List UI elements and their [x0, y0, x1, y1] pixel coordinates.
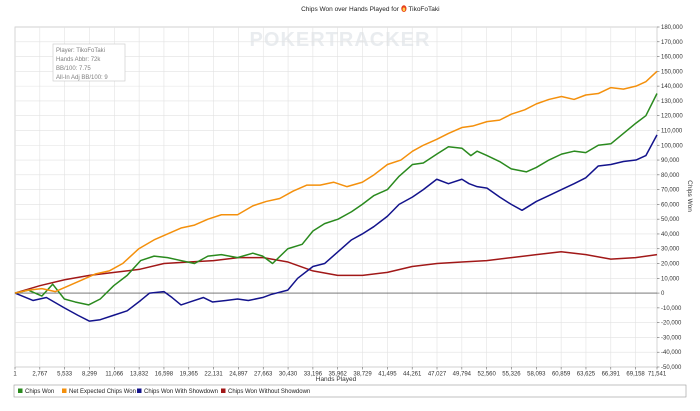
x-gridlines	[14, 27, 658, 367]
y-tick-label: 120,000	[661, 114, 683, 120]
info-allin-bb100: All-In Adj BB/100: 9	[56, 75, 108, 81]
y-tick-label: 70,000	[661, 188, 680, 194]
y-tick-label: 50,000	[661, 217, 680, 223]
chart-title: Chips Won over Hands Played for	[301, 6, 400, 13]
x-tick-label: 24,897	[229, 372, 248, 378]
y-tick-label: -50,000	[661, 365, 682, 371]
y-tick-label: 40,000	[661, 232, 680, 238]
x-tick-label: 55,326	[502, 372, 521, 378]
x-tick-label: 44,261	[403, 372, 422, 378]
stats-info-box: Player: TikoFoTaki Hands Abbr: 72k BB/10…	[52, 43, 126, 82]
y-tick-label: -20,000	[661, 321, 682, 327]
legend-frame	[13, 384, 687, 398]
legend-label-chips-won-with-showdown: Chips Won With Showdown	[144, 389, 218, 395]
x-tick-label: 63,625	[577, 372, 596, 378]
x-tick-label: 2,767	[32, 372, 48, 378]
info-player: Player: TikoFoTaki	[56, 48, 105, 54]
y-tick-label: 100,000	[661, 143, 683, 149]
x-tick-label: 71,541	[648, 372, 667, 378]
y-tick-label: 60,000	[661, 202, 680, 208]
x-tick-label: 27,663	[254, 372, 273, 378]
series-line-chips-won-with-showdown	[14, 134, 658, 322]
x-tick-label: 16,598	[155, 372, 174, 378]
info-hands: Hands Abbr: 72k	[56, 57, 101, 63]
legend: Chips Won Net Expected Chips Won Chips Won…	[18, 388, 310, 395]
legend-swatch-chips-won	[18, 388, 23, 393]
y-tick-label: -30,000	[661, 335, 682, 341]
x-tick-label: 8,299	[82, 372, 98, 378]
x-tick-label: 11,066	[105, 372, 124, 378]
legend-label-chips-won: Chips Won	[25, 389, 54, 395]
x-tick-label: 52,560	[477, 372, 496, 378]
x-tick-label: 58,093	[527, 372, 546, 378]
x-tick-label: 41,495	[378, 372, 397, 378]
x-tick-label: 69,158	[626, 372, 645, 378]
y-tick-label: 20,000	[661, 262, 680, 268]
x-tick-label: 35,962	[329, 372, 348, 378]
series-line-chips-won	[14, 93, 658, 306]
y-tick-label: 150,000	[661, 69, 683, 75]
y-tick-label: 160,000	[661, 55, 683, 61]
y-tick-label: 10,000	[661, 276, 680, 282]
series-line-net-expected-chips-won	[14, 70, 658, 294]
title-text: Chips Won over Hands Played for	[301, 6, 400, 13]
legend-label-chips-won-without-showdown: Chips Won Without Showdown	[228, 389, 310, 395]
info-bb100: BB/100: 7.75	[56, 66, 91, 72]
x-tick-label: 60,859	[552, 372, 571, 378]
y-axis-title: Chips Won	[686, 180, 693, 212]
x-tick-label: 5,533	[57, 372, 73, 378]
player-name: TikoFoTaki	[408, 6, 439, 13]
legend-swatch-chips-won-with-showdown	[137, 388, 142, 393]
series-line-chips-won-without-showdown	[14, 250, 658, 294]
x-tick-label: 66,391	[602, 372, 621, 378]
x-tick-label: 1	[13, 372, 17, 378]
x-tick-label: 22,131	[204, 372, 223, 378]
y-tick-label: 90,000	[661, 158, 680, 164]
legend-swatch-chips-won-without-showdown	[221, 388, 226, 393]
y-tick-label: 30,000	[661, 247, 680, 253]
x-tick-label: 38,729	[353, 372, 372, 378]
x-tick-label: 13,832	[130, 372, 149, 378]
x-tick-label: 47,027	[428, 372, 447, 378]
y-tick-label: 180,000	[661, 25, 683, 31]
y-axis-ticks: -50,000 -40,000 -30,000 -20,000 -10,000 0 10,0…	[657, 25, 683, 371]
x-axis-title: Hands Played	[316, 376, 357, 383]
y-tick-label: -40,000	[661, 350, 682, 356]
x-tick-label: 19,365	[180, 372, 199, 378]
watermark: POKERTRACKER	[250, 29, 431, 51]
y-tick-label: 170,000	[661, 40, 683, 46]
x-tick-label: 49,794	[453, 372, 472, 378]
y-tick-label: 80,000	[661, 173, 680, 179]
y-tick-label: -10,000	[661, 306, 682, 312]
y-tick-label: 110,000	[661, 128, 683, 134]
plot-area	[14, 26, 658, 368]
x-axis-ticks: 1 2,767 5,533 8,299 11,066 13,832 16,598 19,365…	[13, 367, 667, 378]
series-lines	[14, 70, 658, 322]
y-tick-label: 140,000	[661, 84, 683, 90]
legend-label-net-expected-chips-won: Net Expected Chips Won	[69, 389, 136, 395]
legend-swatch-net-expected-chips-won	[62, 388, 67, 393]
info-box-frame	[52, 43, 126, 82]
x-tick-label: 30,430	[279, 372, 298, 378]
pokerstars-flame-icon	[401, 5, 407, 12]
y-tick-label: 130,000	[661, 99, 683, 105]
x-tick-label: 33,196	[304, 372, 323, 378]
y-tick-label: 0	[661, 291, 665, 297]
